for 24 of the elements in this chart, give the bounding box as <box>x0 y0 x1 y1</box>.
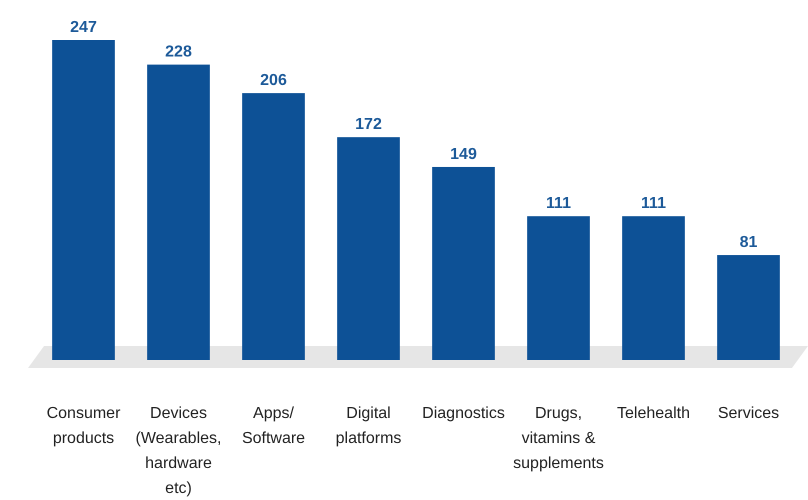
x-tick-label: Telehealth <box>617 405 690 422</box>
bar <box>622 216 685 360</box>
bar <box>147 64 210 360</box>
data-label: 149 <box>450 146 477 163</box>
x-tick-label: Devices (Wearables, hardware etc) <box>136 405 222 497</box>
bar <box>242 93 305 360</box>
x-tick-label: Diagnostics <box>422 405 505 422</box>
data-label: 111 <box>641 195 666 212</box>
data-label: 247 <box>70 19 97 36</box>
data-label: 228 <box>165 44 192 61</box>
bar <box>52 40 115 360</box>
x-tick-label: Digital platforms <box>336 405 402 447</box>
data-label: 206 <box>260 72 287 90</box>
bar <box>527 216 590 360</box>
data-label: 172 <box>355 116 382 134</box>
x-tick-label: Services <box>718 405 780 422</box>
data-label: 111 <box>546 195 572 212</box>
x-tick-label: Apps/ Software <box>242 405 306 447</box>
x-tick-label: Consumer products <box>46 405 122 447</box>
bar <box>337 137 400 360</box>
bar <box>432 166 495 360</box>
data-label: 81 <box>740 234 758 252</box>
x-tick-label: Drugs, vitamins & supplements <box>513 405 604 472</box>
bar <box>717 255 780 360</box>
